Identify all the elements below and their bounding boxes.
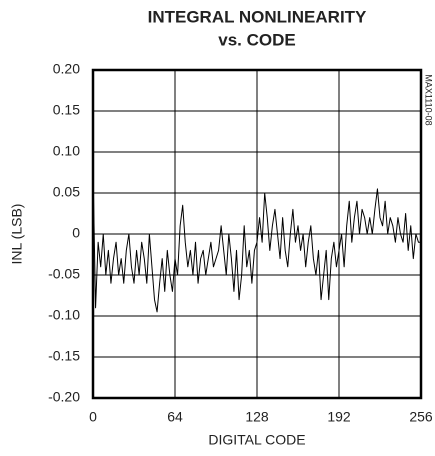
- x-tick-label: 64: [167, 409, 183, 425]
- y-tick-label: 0.20: [53, 61, 80, 77]
- y-tick-label: 0.10: [53, 143, 80, 159]
- y-tick-label: -0.15: [48, 348, 80, 364]
- x-tick-label: 256: [409, 409, 433, 425]
- y-axis-label: INL (LSB): [9, 204, 25, 265]
- chart-title: vs. CODE: [218, 30, 295, 49]
- y-tick-label: 0: [72, 225, 80, 241]
- y-tick-label: 0.15: [53, 102, 80, 118]
- y-tick-label: -0.05: [48, 266, 80, 282]
- annotation: MAX1110-08: [424, 74, 434, 125]
- plot-frame: [91, 68, 423, 400]
- chart-title: INTEGRAL NONLINEARITY: [148, 7, 367, 26]
- x-tick-label: 0: [89, 409, 97, 425]
- x-tick-label: 192: [327, 409, 351, 425]
- data-line: [92, 168, 421, 313]
- x-axis-label: DIGITAL CODE: [208, 432, 305, 448]
- x-tick-label: 128: [245, 409, 269, 425]
- y-tick-label: -0.20: [48, 389, 80, 405]
- y-tick-label: 0.05: [53, 184, 80, 200]
- y-tick-label: -0.10: [48, 307, 80, 323]
